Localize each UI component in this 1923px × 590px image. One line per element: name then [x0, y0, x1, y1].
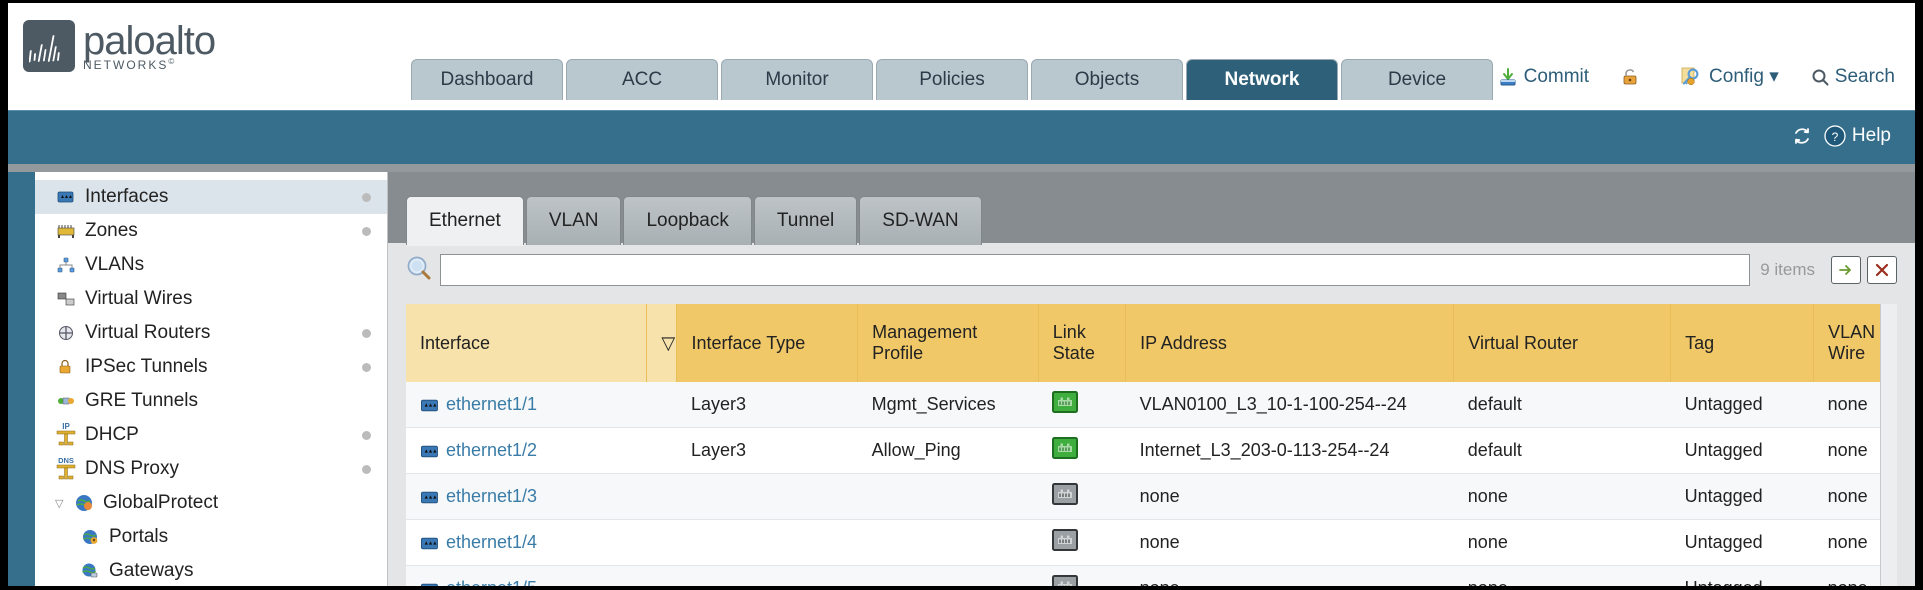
svg-text:DNS: DNS: [58, 456, 74, 465]
svg-text:IP: IP: [62, 422, 70, 431]
svg-text:?: ?: [1832, 130, 1839, 144]
